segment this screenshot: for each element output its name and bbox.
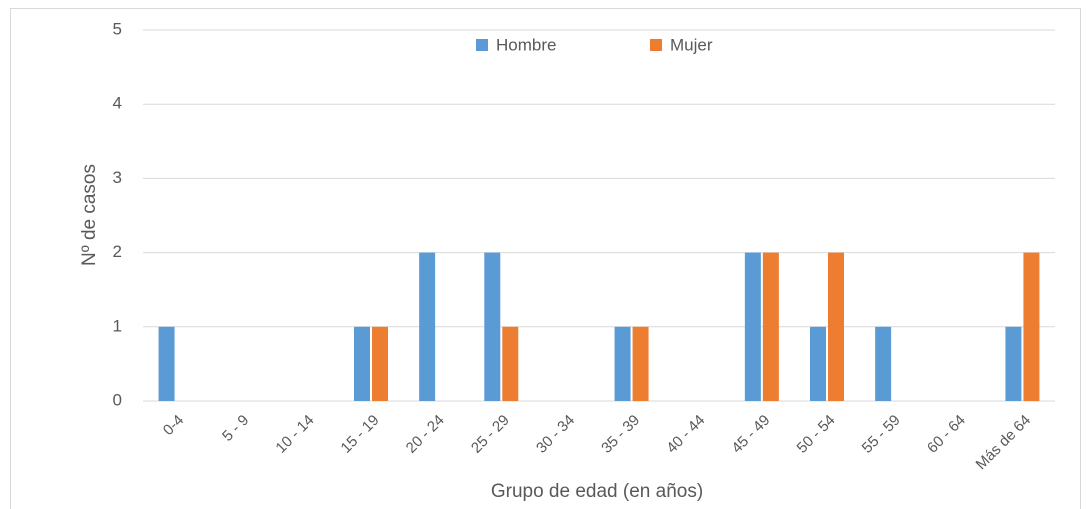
legend-swatch	[476, 39, 488, 51]
bar	[484, 252, 501, 401]
bar	[419, 252, 436, 401]
bar	[632, 326, 649, 401]
y-tick-label: 1	[113, 316, 122, 335]
x-tick-label: 30 - 34	[533, 412, 578, 457]
y-tick-label: 5	[113, 19, 122, 38]
x-axis-title: Grupo de edad (en años)	[491, 481, 703, 502]
legend-label: Hombre	[496, 35, 556, 54]
bar	[762, 252, 779, 401]
y-tick-label: 4	[113, 94, 122, 113]
x-tick-label: 55 - 59	[859, 412, 904, 457]
bar	[1023, 252, 1040, 401]
x-tick-label: 60 - 64	[924, 412, 969, 457]
bar	[502, 326, 519, 401]
x-tick-label: 50 - 54	[794, 412, 839, 457]
y-tick-label: 2	[113, 242, 122, 261]
y-tick-label: 0	[113, 390, 122, 409]
bar	[372, 326, 388, 401]
x-tick-label: 0-4	[160, 412, 187, 439]
bar	[875, 326, 892, 401]
bar	[614, 326, 631, 401]
legend-swatch	[650, 39, 662, 51]
x-tick-label: 45 - 49	[728, 412, 773, 457]
bar	[828, 252, 844, 401]
x-tick-label: 10 - 14	[272, 412, 317, 457]
x-tick-label: 15 - 19	[338, 412, 383, 457]
y-tick-label: 3	[113, 168, 122, 187]
x-tick-label: 20 - 24	[403, 412, 448, 457]
legend-label: Mujer	[670, 35, 713, 54]
x-tick-label: 40 - 44	[663, 412, 708, 457]
chart-frame	[10, 8, 1081, 509]
x-tick-label: Más de 64	[973, 412, 1035, 474]
x-tick-label: 25 - 29	[468, 412, 513, 457]
bar	[744, 252, 761, 401]
bar	[1005, 326, 1022, 401]
x-tick-label: 35 - 39	[598, 412, 643, 457]
bar	[158, 326, 175, 401]
x-tick-label: 5 - 9	[219, 412, 252, 445]
y-axis-title: Nº de casos	[79, 164, 100, 266]
bar	[354, 326, 370, 401]
bar	[810, 326, 826, 401]
